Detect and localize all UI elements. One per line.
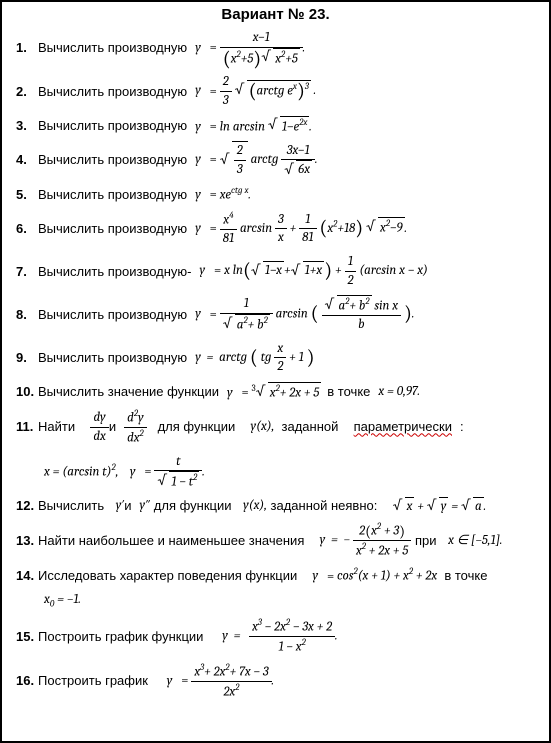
formula: x = (arcsin t)2, y = t1 – t2. bbox=[44, 453, 205, 491]
problem-num: 2. bbox=[16, 83, 38, 101]
formula: y = x3 – 2x2 – 3x + 2 1 – x2 . bbox=[222, 617, 337, 656]
problem-label: Вычислить значение функции bbox=[38, 383, 227, 401]
problem-label: Построить график bbox=[38, 672, 156, 690]
problem-num: 16. bbox=[16, 672, 38, 690]
formula: y = xectg x. bbox=[195, 185, 251, 204]
problem-row: 9. Вычислить производную y = arctg ( tg … bbox=[16, 340, 535, 376]
problem-num: 3. bbox=[16, 117, 38, 135]
problem-num: 10. bbox=[16, 383, 38, 401]
problem-row: 5. Вычислить производную y = xectg x. bbox=[16, 185, 535, 204]
problem-row: 8. Вычислить производную y = 1a2+ b2 arc… bbox=[16, 295, 535, 333]
formula: y = ln arcsin 1–e2x. bbox=[195, 116, 312, 136]
problem-row: 6. Вычислить производную y = x481 arcsin… bbox=[16, 210, 535, 247]
problem-label: Вычислить производную bbox=[38, 220, 195, 238]
formula: y = − 2(x2 + 3) x2 + 2x + 5 bbox=[320, 521, 412, 560]
page-title: Вариант № 23. bbox=[16, 6, 535, 23]
problem-row: 4. Вычислить производную y = 23 arctg 3x… bbox=[16, 141, 535, 179]
formula: y = 23 (arctg ex)3 . bbox=[195, 73, 316, 109]
problem-row-cont: x = (arcsin t)2, y = t1 – t2. bbox=[16, 453, 535, 491]
formula: y = x3+ 2x2+ 7x – 3 2x2 . bbox=[167, 662, 274, 701]
problem-num: 6. bbox=[16, 220, 38, 238]
problem-num: 7. bbox=[16, 263, 38, 281]
formula: y = x–1 (x2+5)x2+5 . bbox=[195, 29, 305, 67]
formula: y = 23 arctg 3x–16x. bbox=[195, 141, 317, 179]
problem-label: Вычислить производную bbox=[38, 117, 195, 135]
problem-row: 7. Вычислить производную- y = x ln(1–x+1… bbox=[16, 253, 535, 289]
problem-row: 15. Построить график функции y = x3 – 2x… bbox=[16, 617, 535, 656]
problem-num: 5. bbox=[16, 186, 38, 204]
formula: y = cos2(x + 1) + x2 + 2x bbox=[313, 566, 438, 585]
problem-label: Найти наибольшее и наименьшее значения bbox=[38, 532, 312, 550]
problem-num: 12. bbox=[16, 497, 38, 515]
problem-row: 1. Вычислить производную y = x–1 (x2+5)x… bbox=[16, 29, 535, 67]
problem-label: Вычислить производную bbox=[38, 39, 195, 57]
formula: y = 3x2+ 2x + 5 bbox=[227, 382, 321, 402]
problem-row-cont: x0 = −1. bbox=[16, 591, 535, 611]
problem-label: Вычислить производную- bbox=[38, 263, 200, 281]
problem-label: Исследовать характер поведения функции bbox=[38, 567, 305, 585]
problem-num: 13. bbox=[16, 532, 38, 550]
problem-label: Вычислить производную bbox=[38, 83, 195, 101]
problem-label: Построить график функции bbox=[38, 628, 211, 646]
wavy-underline: параметрически bbox=[354, 418, 460, 436]
formula: y = x481 arcsin 3x + 181 (x2+18) x2–9. bbox=[195, 210, 407, 247]
problem-row: 2. Вычислить производную y = 23 (arctg e… bbox=[16, 73, 535, 109]
problem-row: 16. Построить график y = x3+ 2x2+ 7x – 3… bbox=[16, 662, 535, 701]
problem-num: 11. bbox=[16, 418, 38, 436]
worksheet: Вариант № 23. 1. Вычислить производную y… bbox=[0, 0, 551, 743]
problem-row: 10. Вычислить значение функции y = 3x2+ … bbox=[16, 382, 535, 402]
problem-num: 4. bbox=[16, 151, 38, 169]
problem-row: 14. Исследовать характер поведения функц… bbox=[16, 566, 535, 585]
problem-num: 14. bbox=[16, 567, 38, 585]
problem-row: 3. Вычислить производную y = ln arcsin 1… bbox=[16, 116, 535, 136]
problem-label: Вычислить производную bbox=[38, 306, 195, 324]
problem-num: 15. bbox=[16, 628, 38, 646]
problem-num: 9. bbox=[16, 349, 38, 367]
problem-row: 11. Найти dydx и d2ydx2 для функции y(x)… bbox=[16, 408, 535, 447]
problem-num: 1. bbox=[16, 39, 38, 57]
problem-num: 8. bbox=[16, 306, 38, 324]
problem-label: Вычислить производную bbox=[38, 349, 195, 367]
formula: y = arctg ( tg x2 + 1 ) bbox=[195, 340, 314, 376]
formula: y = 1a2+ b2 arcsin ( a2+ b2 sin x b ). bbox=[195, 295, 414, 333]
problem-row: 13. Найти наибольшее и наименьшее значен… bbox=[16, 521, 535, 560]
problem-label: Вычислить производную bbox=[38, 151, 195, 169]
problem-label: Вычислить производную bbox=[38, 186, 195, 204]
formula: y = x ln(1–x+1+x) + 12 (arcsin x – x) bbox=[200, 253, 428, 289]
at-point: в точке bbox=[321, 383, 378, 401]
problem-label: Найти bbox=[38, 418, 83, 436]
problem-row: 12. Вычислить y′ и y″ для функции y(x), … bbox=[16, 497, 535, 516]
